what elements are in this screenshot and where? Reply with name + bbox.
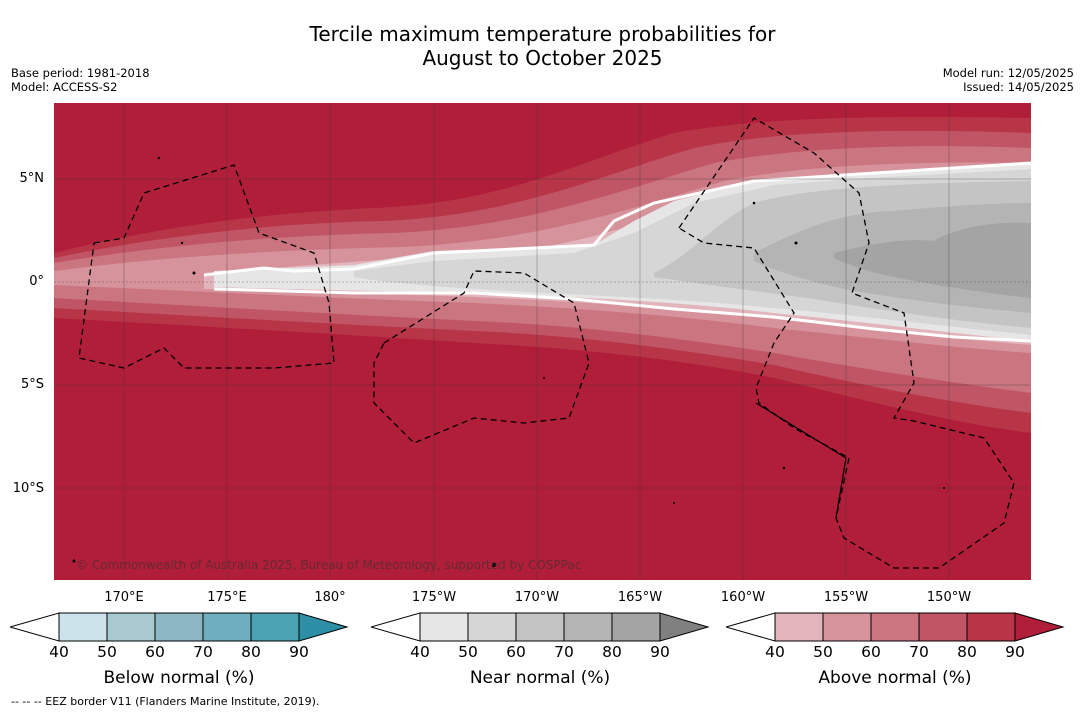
eez-footnote: -- -- -- EEZ border V11 (Flanders Marine…	[11, 695, 320, 708]
lon-label-180: 180°	[314, 590, 346, 605]
probability-map	[54, 103, 1031, 580]
colorbar-segment	[563, 612, 613, 642]
meta-left: Base period: 1981-2018 Model: ACCESS-S2	[11, 66, 150, 94]
tick-below-40: 40	[49, 643, 69, 661]
colorbar-above-normal	[726, 612, 1065, 642]
lon-label-150w: 150°W	[926, 590, 972, 605]
colorbar-segment	[870, 612, 920, 642]
islands	[72, 156, 945, 567]
colorbar-segment	[515, 612, 565, 642]
lon-label-170e: 170°E	[104, 590, 144, 605]
band-near-80	[834, 222, 1031, 298]
colorbar-title-near: Near normal (%)	[469, 668, 611, 688]
tick-below-90: 90	[289, 643, 309, 661]
tick-above-60: 60	[861, 643, 881, 661]
lon-label-160w: 160°W	[720, 590, 766, 605]
colorbar-segment	[106, 612, 156, 642]
colorbar-segment	[918, 612, 968, 642]
colorbar-segment	[250, 612, 300, 642]
tick-near-40: 40	[410, 643, 430, 661]
colorbar-segment	[467, 612, 517, 642]
base-period: Base period: 1981-2018	[11, 66, 150, 80]
colorbar-above-segments	[774, 612, 1016, 642]
map-svg	[54, 103, 1031, 580]
tick-above-40: 40	[765, 643, 785, 661]
tick-near-50: 50	[458, 643, 478, 661]
colorbar-near-normal	[371, 612, 710, 642]
tick-above-50: 50	[813, 643, 833, 661]
graticule	[54, 103, 1031, 580]
lon-label-170w: 170°W	[514, 590, 560, 605]
model-name: Model: ACCESS-S2	[11, 80, 118, 94]
tick-below-60: 60	[145, 643, 165, 661]
tick-above-90: 90	[1005, 643, 1025, 661]
colorbar-segment	[58, 612, 108, 642]
colorbar-below-normal	[10, 612, 349, 642]
colorbar-near-segments	[419, 612, 661, 642]
tick-below-50: 50	[97, 643, 117, 661]
tick-near-70: 70	[554, 643, 574, 661]
colorbar-below-segments	[58, 612, 300, 642]
colorbar-title-above: Above normal (%)	[818, 668, 972, 688]
lat-label-5s: 5°S	[20, 377, 44, 392]
tick-above-80: 80	[957, 643, 977, 661]
colorbar-segment	[966, 612, 1016, 642]
eez-borders	[78, 117, 1015, 569]
colorbar-segment	[822, 612, 872, 642]
lon-label-155w: 155°W	[823, 590, 869, 605]
tick-below-70: 70	[193, 643, 213, 661]
lat-label-5n: 5°N	[19, 171, 45, 186]
colorbar-segment	[419, 612, 469, 642]
lon-label-175w: 175°W	[411, 590, 457, 605]
tick-above-70: 70	[909, 643, 929, 661]
colorbar-segment	[154, 612, 204, 642]
tick-below-80: 80	[241, 643, 261, 661]
colorbar-segment	[774, 612, 824, 642]
eez-solid-segment	[755, 402, 847, 519]
lon-label-165w: 165°W	[617, 590, 663, 605]
issued-date: Issued: 14/05/2025	[963, 80, 1074, 94]
title-line-1: Tercile maximum temperature probabilitie…	[309, 22, 776, 46]
map-title: Tercile maximum temperature probabilitie…	[0, 22, 1085, 70]
colorbar-title-below: Below normal (%)	[103, 668, 255, 688]
lon-label-175e: 175°E	[207, 590, 247, 605]
tick-near-90: 90	[650, 643, 670, 661]
model-run: Model run: 12/05/2025	[942, 66, 1074, 80]
copyright-notice: © Commonwealth of Australia 2025, Bureau…	[76, 558, 582, 572]
lat-label-0: 0°	[29, 274, 44, 289]
colorbar-segment	[202, 612, 252, 642]
lat-label-10s: 10°S	[12, 481, 44, 496]
colorbar-segment	[611, 612, 661, 642]
tick-near-60: 60	[506, 643, 526, 661]
meta-right: Model run: 12/05/2025 Issued: 14/05/2025	[943, 66, 1074, 94]
title-line-2: August to October 2025	[422, 46, 663, 70]
tick-near-80: 80	[602, 643, 622, 661]
